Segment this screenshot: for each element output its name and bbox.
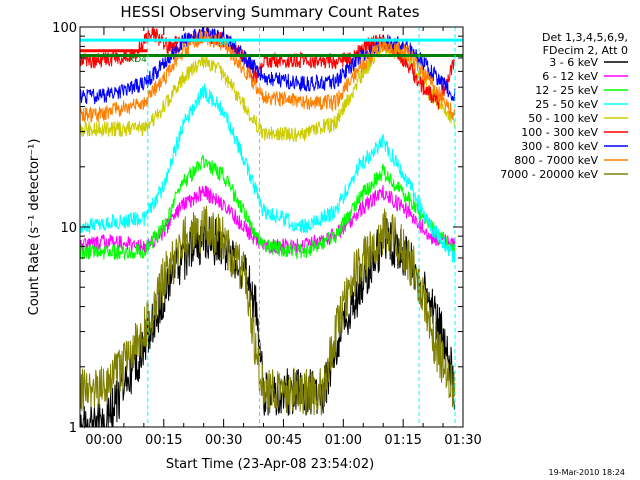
series-line-4: [79, 83, 456, 264]
annotation-3: RD4: [128, 55, 147, 65]
legend-label-3: 12 - 25 keV: [535, 84, 598, 97]
x-tick-label: 01:30: [444, 433, 481, 448]
x-tick-label: 01:15: [384, 433, 421, 448]
legend-header-line: FDecim 2, Att 0: [543, 44, 628, 57]
footer-timestamp: 19-Mar-2010 18:24: [549, 468, 626, 477]
x-tick-label: 01:00: [325, 433, 362, 448]
series-line-7: [79, 26, 456, 105]
plot-marks: [79, 26, 463, 429]
annotations: RD SAA RD4: [128, 38, 237, 65]
series-line-3: [79, 154, 456, 260]
legend-label-5: 50 - 100 keV: [528, 112, 598, 125]
series-line-9: [79, 205, 456, 416]
y-tick-label: 10: [60, 221, 77, 236]
legend: Det 1,3,4,5,6,9,FDecim 2, Att 03 - 6 keV…: [500, 31, 628, 181]
legend-label-9: 7000 - 20000 keV: [500, 168, 598, 181]
legend-label-1: 3 - 6 keV: [549, 56, 598, 69]
annotation-2: SAA: [218, 38, 237, 48]
legend-label-6: 100 - 300 keV: [521, 126, 598, 139]
x-tick-label: 00:15: [145, 433, 182, 448]
annotation-1: RD: [166, 45, 179, 55]
legend-label-2: 6 - 12 keV: [542, 70, 598, 83]
y-tick-label: 1: [69, 421, 77, 436]
y-axis-label: Count Rate (s⁻¹ detector⁻¹): [27, 139, 42, 316]
x-tick-label: 00:00: [85, 433, 122, 448]
legend-header-line: Det 1,3,4,5,6,9,: [542, 31, 628, 44]
plot-axes: 00:00 00:15 00:30 00:45 01:00 01:15 01:30 1 10 10…: [52, 21, 482, 448]
x-tick-label: 00:30: [205, 433, 242, 448]
legend-label-4: 25 - 50 keV: [535, 98, 598, 111]
x-tick-label: 00:45: [265, 433, 302, 448]
legend-label-7: 300 - 800 keV: [521, 140, 598, 153]
legend-label-8: 800 - 7000 keV: [514, 154, 598, 167]
y-tick-label: 100: [52, 21, 77, 36]
series-line-8: [79, 30, 456, 123]
chart-title: HESSI Observing Summary Count Rates: [120, 3, 419, 21]
x-axis-label: Start Time (23-Apr-08 23:54:02): [166, 457, 374, 472]
